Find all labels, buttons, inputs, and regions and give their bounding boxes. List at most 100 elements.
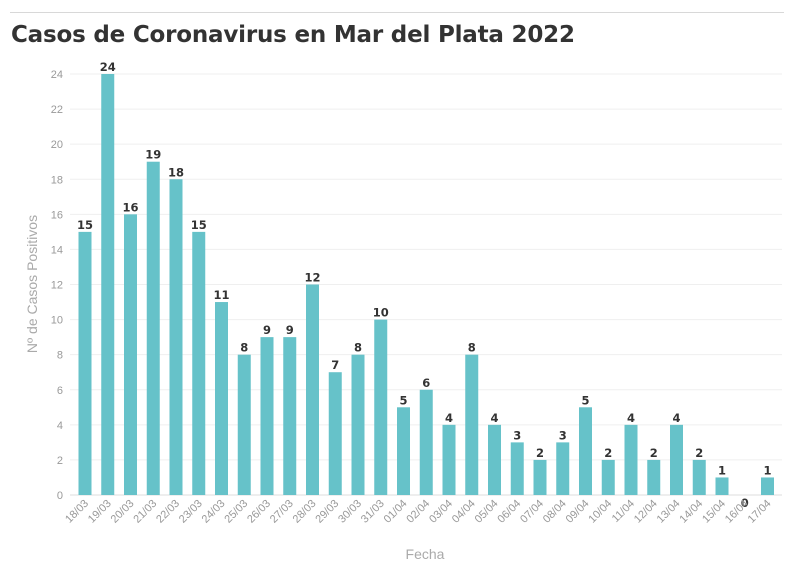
top-rule	[10, 12, 784, 13]
bar	[624, 424, 638, 495]
bar	[124, 214, 137, 496]
bar-value-label: 4	[672, 411, 680, 425]
bar-value-label: 11	[213, 288, 229, 302]
bar	[169, 179, 183, 495]
bar-value-label: 5	[581, 393, 589, 407]
chart-title: Casos de Coronavirus en Mar del Plata 20…	[11, 22, 575, 48]
bar	[419, 389, 433, 495]
bar	[328, 372, 342, 495]
bar-value-label: 1	[763, 463, 771, 477]
bar-value-label: 0	[741, 496, 749, 510]
bar-value-label: 7	[331, 358, 339, 372]
bar-value-label: 12	[304, 271, 320, 285]
x-tick-label: 21/03	[131, 498, 159, 526]
x-axis-title: Fecha	[406, 546, 445, 562]
y-tick-label: 24	[51, 69, 63, 81]
y-tick-label: 0	[57, 490, 63, 502]
x-tick-label: 01/04	[382, 498, 410, 526]
bar-value-label: 19	[145, 148, 161, 162]
bar	[601, 459, 615, 495]
y-tick-label: 2	[57, 455, 63, 467]
x-tick-label: 20/03	[109, 498, 137, 526]
bar	[306, 284, 319, 495]
x-tick-label: 31/03	[359, 498, 387, 526]
bar-value-label: 2	[650, 446, 658, 460]
y-tick-label: 14	[51, 244, 63, 256]
bar-value-label: 9	[286, 323, 294, 337]
x-tick-label: 25/03	[222, 498, 250, 526]
x-tick-label: 15/04	[700, 498, 728, 526]
y-tick-label: 18	[51, 174, 63, 186]
y-tick-label: 22	[51, 104, 63, 116]
gridlines	[70, 73, 782, 496]
bar-value-label: 10	[373, 306, 389, 320]
bar	[465, 354, 479, 495]
y-tick-label: 16	[51, 209, 63, 221]
x-tick-label: 19/03	[86, 498, 114, 526]
bar	[260, 337, 274, 495]
bar	[237, 354, 251, 495]
x-ticks: 18/0319/0320/0321/0322/0323/0324/0325/03…	[63, 498, 773, 526]
bar-value-label: 8	[354, 341, 362, 355]
bar-value-label: 5	[399, 393, 407, 407]
x-tick-label: 24/03	[200, 498, 228, 526]
x-tick-label: 05/04	[473, 498, 501, 526]
x-tick-label: 14/04	[677, 498, 705, 526]
y-tick-label: 20	[51, 139, 63, 151]
bar-value-label: 2	[536, 446, 544, 460]
x-tick-label: 07/04	[518, 498, 546, 526]
bars	[78, 74, 774, 496]
bar	[510, 442, 524, 495]
x-tick-label: 09/04	[564, 498, 592, 526]
bar	[579, 407, 592, 495]
bar-value-label: 24	[100, 60, 116, 74]
y-tick-label: 6	[57, 385, 63, 397]
x-tick-label: 22/03	[154, 498, 182, 526]
bar	[397, 407, 410, 495]
bar-value-label: 6	[422, 376, 430, 390]
x-tick-label: 03/04	[427, 498, 455, 526]
x-tick-label: 27/03	[268, 498, 296, 526]
x-tick-label: 10/04	[586, 498, 614, 526]
bar	[533, 459, 547, 495]
bar-value-label: 4	[627, 411, 635, 425]
y-axis-title: Nº de Casos Positivos	[24, 215, 40, 353]
bar	[670, 424, 683, 495]
bar-value-label: 3	[513, 428, 521, 442]
bar	[101, 74, 115, 495]
bar	[715, 477, 729, 495]
x-tick-label: 11/04	[610, 498, 637, 525]
bar-value-label: 8	[468, 341, 476, 355]
bar	[146, 161, 160, 496]
x-tick-label: 17/04	[746, 498, 774, 526]
bar	[374, 319, 388, 495]
bar-value-label: 4	[445, 411, 453, 425]
bar-value-label: 18	[168, 165, 184, 179]
bar	[488, 424, 501, 495]
bar-value-label: 9	[263, 323, 271, 337]
x-tick-label: 08/04	[541, 498, 569, 526]
bar	[192, 231, 206, 495]
x-tick-label: 23/03	[177, 498, 205, 526]
x-tick-label: 18/03	[63, 498, 91, 526]
bar-value-label: 1	[718, 463, 726, 477]
bar	[647, 459, 661, 495]
y-tick-label: 10	[51, 315, 63, 327]
x-tick-label: 29/03	[313, 498, 341, 526]
bar-value-label: 16	[122, 200, 138, 214]
x-tick-label: 02/04	[404, 498, 432, 526]
bar-value-label: 15	[191, 218, 207, 232]
bar-value-label: 15	[77, 218, 93, 232]
y-tick-label: 12	[51, 280, 63, 292]
x-tick-label: 04/04	[450, 498, 478, 526]
bar-value-label: 4	[490, 411, 498, 425]
x-tick-label: 28/03	[291, 498, 319, 526]
bar	[692, 459, 706, 495]
bar-value-label: 2	[695, 446, 703, 460]
bar	[351, 354, 365, 495]
bar	[442, 424, 456, 495]
x-tick-label: 26/03	[245, 498, 273, 526]
